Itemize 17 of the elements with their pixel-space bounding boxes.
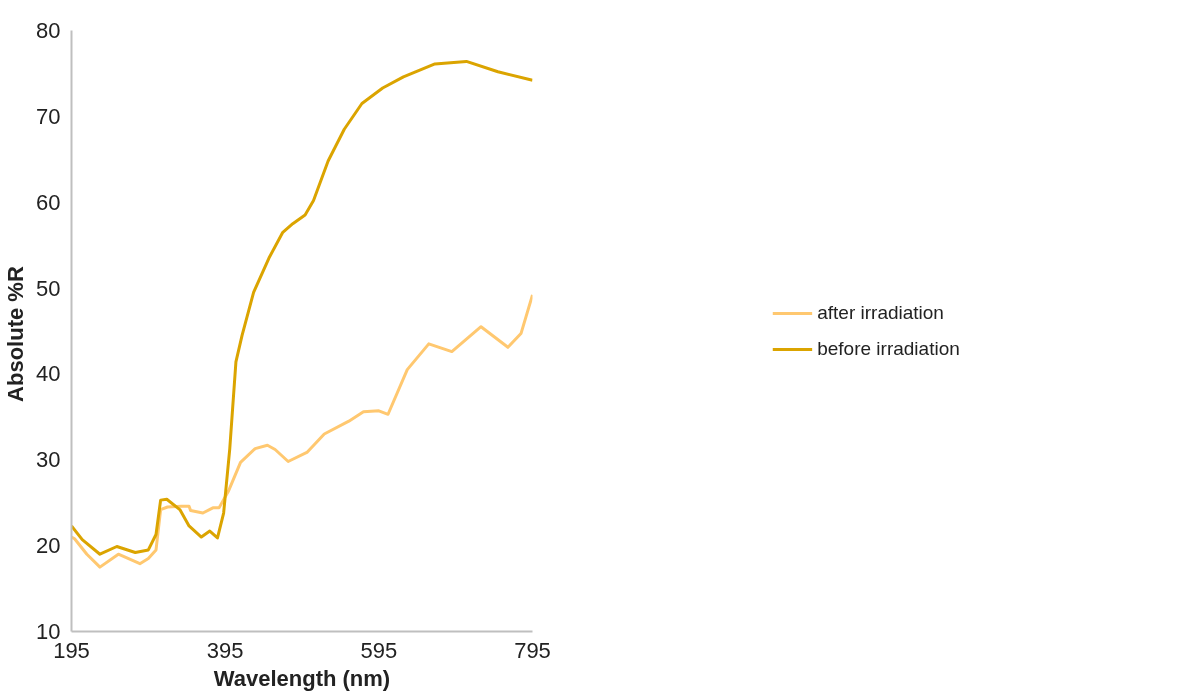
legend-label: before irradiation <box>817 337 960 360</box>
y-tick-label: 10 <box>36 619 61 644</box>
x-tick-label: 395 <box>206 637 244 663</box>
y-tick-label: 80 <box>36 18 61 43</box>
y-tick-label: 40 <box>36 361 61 387</box>
y-tick-label: 20 <box>36 533 61 559</box>
y-tick-label: 70 <box>36 103 61 129</box>
y-tick-label: 50 <box>36 275 61 301</box>
legend-label: after irradiation <box>817 301 944 324</box>
y-tick-label: 30 <box>36 447 61 473</box>
y-tick-label: 60 <box>36 189 61 215</box>
x-tick-label: 795 <box>514 637 551 663</box>
line-series <box>71 293 533 569</box>
x-axis-title: Wavelength (nm) <box>213 665 391 691</box>
y-axis-title: Absolute %R <box>3 266 29 402</box>
line-series <box>71 59 533 556</box>
x-tick-label: 595 <box>360 637 398 663</box>
